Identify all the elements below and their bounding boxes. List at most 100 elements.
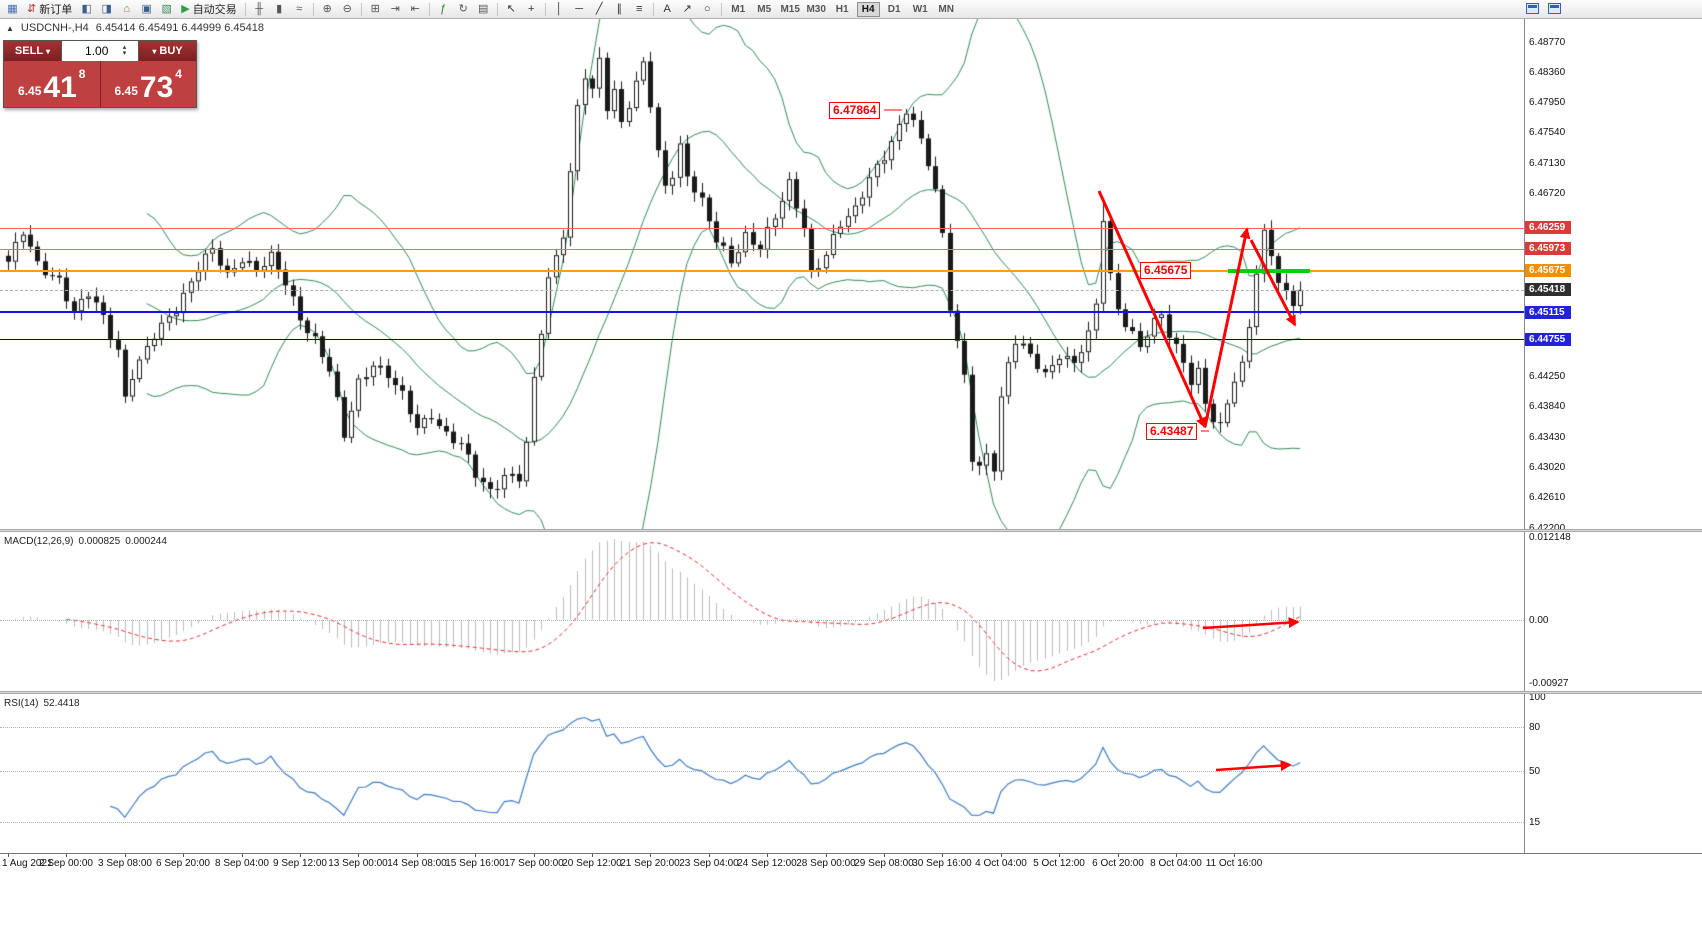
autotrading-button[interactable]: ▶ 自动交易 xyxy=(177,1,240,18)
time-axis-tick xyxy=(1001,854,1002,857)
time-axis-tick xyxy=(534,854,535,857)
crosshair-button[interactable]: + xyxy=(522,1,541,18)
autotrading-label: 自动交易 xyxy=(192,4,237,16)
text-tool-button[interactable]: A xyxy=(658,1,677,18)
toolbar-separator xyxy=(720,2,722,16)
price-badge: 6.45973 xyxy=(1525,242,1571,256)
time-axis-label: 17 Sep 00:00 xyxy=(504,858,564,869)
timeframe-m1-button[interactable]: M1 xyxy=(731,3,746,15)
time-axis-tick xyxy=(1176,854,1177,857)
terminal-button[interactable]: ▣ xyxy=(137,1,156,18)
timeframe-d1-button[interactable]: D1 xyxy=(887,3,901,15)
channel-tool-icon: ∥ xyxy=(616,2,622,15)
macd-scale-label: 0.012148 xyxy=(1529,531,1571,543)
period-settings-button[interactable]: ▤ xyxy=(474,1,493,18)
time-axis-tick xyxy=(300,854,301,857)
timeframe-m30-button[interactable]: M30 xyxy=(806,3,826,15)
arrow-tool-button[interactable]: ↗ xyxy=(678,1,697,18)
price-scale-label: 6.48360 xyxy=(1529,66,1566,78)
time-axis-tick xyxy=(884,854,885,857)
rsi-canvas[interactable] xyxy=(0,695,1524,853)
timeframe-h4-button[interactable]: H4 xyxy=(856,1,880,17)
horizontal-line-tool-icon: ─ xyxy=(575,2,584,15)
buy-button[interactable]: BUY xyxy=(139,41,196,61)
time-axis-label: 29 Sep 08:00 xyxy=(854,858,914,869)
tile-windows-button[interactable]: ⊞ xyxy=(366,1,385,18)
chart-shift-button[interactable]: ⇤ xyxy=(406,1,425,18)
zoom-in-button[interactable]: ⊕ xyxy=(318,1,337,18)
fibonacci-tool-icon: ≡ xyxy=(635,2,643,15)
templates-icon: ↻ xyxy=(458,2,468,15)
timeframe-w1-button[interactable]: W1 xyxy=(912,3,928,15)
price-axis-separator xyxy=(1524,19,1525,853)
trendline-tool-button[interactable]: ╱ xyxy=(590,1,609,18)
buy-price-button[interactable]: 6.45 73 4 xyxy=(101,61,197,107)
chart-symbol-line: ▲ USDCNH-,H4 6.45414 6.45491 6.44999 6.4… xyxy=(6,22,264,34)
indicators-button[interactable]: ƒ xyxy=(434,1,453,18)
price-badge: 6.46259 xyxy=(1525,221,1571,235)
sell-price-button[interactable]: 6.45 41 8 xyxy=(4,61,100,107)
vertical-line-tool-icon: │ xyxy=(555,2,563,15)
time-axis-label: 23 Sep 04:00 xyxy=(679,858,739,869)
panel-splitter-1[interactable] xyxy=(0,529,1702,532)
time-axis: 1 Aug 2021 2 Sep 00:00 3 Sep 08:00 6 Sep 20… xyxy=(0,853,1702,873)
timeframe-h1-button[interactable]: H1 xyxy=(835,3,849,15)
main-chart-canvas[interactable] xyxy=(0,19,1524,529)
time-axis-label: 6 Sep 20:00 xyxy=(156,858,210,869)
fibonacci-tool-button[interactable]: ≡ xyxy=(630,1,649,18)
data-window-button[interactable]: ◨ xyxy=(97,1,116,18)
market-watch-button[interactable]: ◧ xyxy=(77,1,96,18)
new-chart-button[interactable]: ▦ xyxy=(3,1,22,18)
new-chart-icon: ▦ xyxy=(7,2,18,15)
bar-chart-button[interactable]: ╫ xyxy=(250,1,269,18)
rsi-indicator-label: RSI(14) 52.4418 xyxy=(4,698,80,709)
bar-chart-icon: ╫ xyxy=(255,2,264,15)
line-chart-button[interactable]: ≈ xyxy=(290,1,309,18)
templates-button[interactable]: ↻ xyxy=(454,1,473,18)
sell-button[interactable]: SELL xyxy=(4,41,61,61)
rsi-scale-label: 50 xyxy=(1529,765,1541,777)
timeframe-m15-button[interactable]: M15 xyxy=(780,3,800,15)
vertical-line-tool-button[interactable]: │ xyxy=(550,1,569,18)
timeframe-m5-button[interactable]: M5 xyxy=(757,3,772,15)
time-axis-tick xyxy=(1118,854,1119,857)
toolbar-separator xyxy=(544,2,546,16)
crosshair-icon: + xyxy=(527,2,535,15)
volume-spinner[interactable] xyxy=(123,45,127,57)
auto-scroll-button[interactable]: ⇥ xyxy=(386,1,405,18)
toolbar-separator xyxy=(244,2,246,16)
new-order-button[interactable]: ⇵ 新订单 xyxy=(23,1,76,18)
price-scale-label: 6.42610 xyxy=(1529,492,1566,504)
time-axis-tick xyxy=(942,854,943,857)
candlestick-chart-button[interactable]: ▮ xyxy=(270,1,289,18)
horizontal-line-tool-button[interactable]: ─ xyxy=(570,1,589,18)
time-axis-label: 28 Sep 00:00 xyxy=(796,858,856,869)
time-axis-label: 14 Sep 08:00 xyxy=(387,858,447,869)
chart-maximize-icon[interactable] xyxy=(1548,3,1561,14)
shapes-tool-button[interactable]: ○ xyxy=(698,1,717,18)
panel-splitter-2[interactable] xyxy=(0,691,1702,694)
volume-field[interactable] xyxy=(61,41,139,61)
time-axis-tick xyxy=(826,854,827,857)
buy-button-label: BUY xyxy=(159,45,183,57)
timeframe-mn-button[interactable]: MN xyxy=(938,3,954,15)
toolbar-separator xyxy=(312,2,314,16)
channel-tool-button[interactable]: ∥ xyxy=(610,1,629,18)
time-axis-label: 2 Sep 00:00 xyxy=(39,858,93,869)
navigator-button[interactable]: ⌂ xyxy=(117,1,136,18)
price-badge: 6.45675 xyxy=(1525,264,1571,278)
zoom-out-button[interactable]: ⊖ xyxy=(338,1,357,18)
macd-canvas[interactable] xyxy=(0,533,1524,691)
candlestick-chart-icon: ▮ xyxy=(276,2,283,15)
volume-down-icon[interactable] xyxy=(123,51,127,57)
shapes-tool-icon: ○ xyxy=(703,2,711,15)
cursor-button[interactable]: ↖ xyxy=(502,1,521,18)
time-axis-tick xyxy=(1059,854,1060,857)
strategy-tester-button[interactable]: ▧ xyxy=(157,1,176,18)
cursor-icon: ↖ xyxy=(506,2,516,15)
toolbar-separator xyxy=(428,2,430,16)
time-axis-tick xyxy=(125,854,126,857)
volume-input[interactable] xyxy=(73,44,120,58)
chart-restore-icon[interactable] xyxy=(1526,3,1539,14)
